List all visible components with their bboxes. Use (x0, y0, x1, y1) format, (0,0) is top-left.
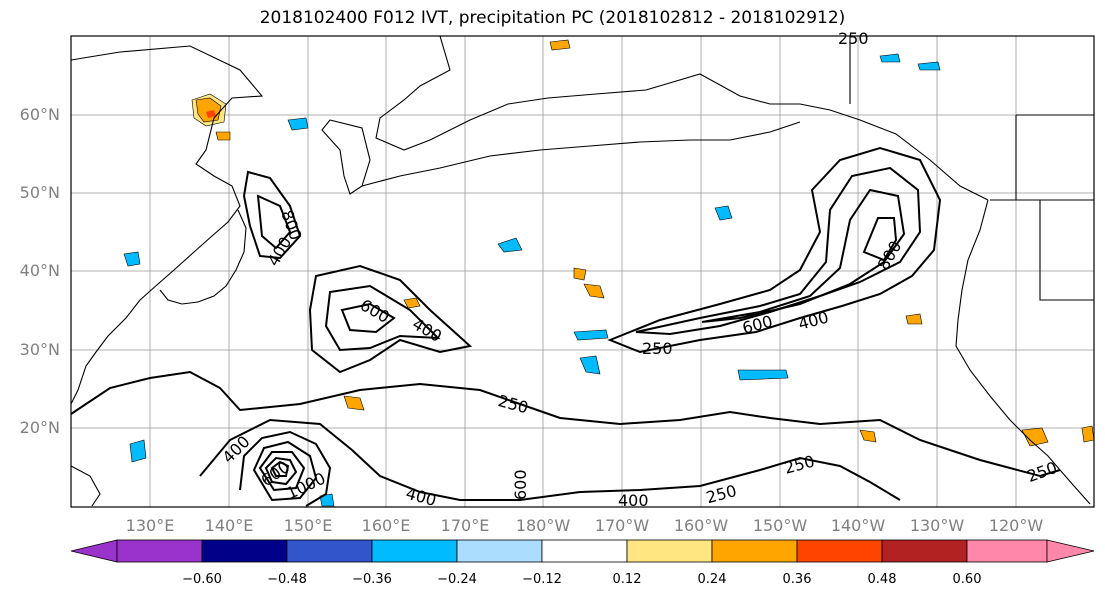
colorbar-bin (371, 539, 458, 563)
positive-precip-patch (549, 39, 571, 51)
contour-label: 600 (511, 469, 530, 500)
aleutian-chain (361, 121, 801, 187)
colorbar-tick-label: −0.60 (182, 572, 222, 587)
ivt-contours (71, 146, 1061, 507)
colorbar-bin (626, 539, 713, 563)
lon-label: 130°E (125, 516, 175, 535)
lon-label: 150°W (752, 516, 808, 535)
lon-label: 140°W (830, 516, 886, 535)
colorbar-bin (796, 539, 883, 563)
contour-250-ne-river (607, 146, 942, 354)
contour-400-jp (256, 194, 292, 250)
lon-label: 170°E (440, 516, 490, 535)
lon-label: 120°W (988, 516, 1044, 535)
negative-precip-patch (573, 329, 609, 341)
positive-precip-patch (859, 429, 877, 443)
gridlines (71, 36, 1094, 507)
colorbar-extend-min (70, 539, 118, 563)
negative-precip-patch (879, 53, 901, 63)
contour-600-ne-river (701, 188, 906, 323)
colorbar-bin (966, 539, 1048, 563)
lon-label: 170°W (594, 516, 650, 535)
colorbar-tick-label: −0.48 (267, 572, 307, 587)
positive-precip-patch (573, 267, 587, 281)
asia-coastline (71, 45, 264, 405)
negative-precip-patch (714, 205, 733, 221)
colorbar-extend-max (1046, 539, 1095, 563)
north-america-coastline (955, 199, 1091, 505)
precipitation-patches (123, 39, 1094, 507)
border-lines (849, 36, 1094, 301)
colorbar-bin (286, 539, 373, 563)
colorbar-tick-label: −0.24 (437, 572, 477, 587)
negative-precip-patch (287, 117, 309, 131)
negative-precip-patch (737, 369, 789, 381)
contour-800-ne-river (862, 217, 898, 262)
positive-precip-patch (583, 283, 605, 299)
lon-label: 130°W (909, 516, 965, 535)
lon-label: 140°E (204, 516, 254, 535)
japan-coastline (159, 209, 247, 305)
lat-label: 40°N (19, 261, 60, 280)
colorbar-tick-label: 0.12 (612, 572, 642, 587)
colorbar-tick-label: −0.36 (352, 572, 392, 587)
contour-250-south (71, 370, 1061, 478)
colorbar-bin (456, 539, 543, 563)
contour-400-central (324, 284, 441, 352)
map-frame (70, 35, 1095, 508)
colorbar-tick-label: −0.12 (522, 572, 562, 587)
lon-label: 150°E (283, 516, 333, 535)
contour-typhoon-1000 (264, 456, 298, 486)
lat-label: 50°N (19, 183, 60, 202)
contour-typhoon-600 (252, 440, 318, 502)
kamchatka-coastline (321, 119, 371, 195)
contour-250-central (308, 264, 473, 374)
map-title: 2018102400 F012 IVT, precipitation PC (2… (259, 8, 846, 28)
positive-precip-patch (343, 395, 365, 411)
negative-precip-patch (917, 61, 941, 71)
positive-precip-patch (905, 313, 923, 325)
alaska-coastline (375, 36, 989, 201)
colorbar-tick-label: 0.60 (952, 572, 982, 587)
coastlines (71, 36, 1094, 507)
lon-label: 160°E (361, 516, 411, 535)
negative-precip-patch (129, 439, 147, 463)
positive-precip-patch (215, 131, 231, 141)
colorbar-tick-label: 0.48 (867, 572, 897, 587)
philippines-coastline (71, 465, 101, 507)
contour-600-central (340, 302, 396, 334)
lon-label: 160°W (673, 516, 729, 535)
colorbar-tick-label: 0.24 (697, 572, 727, 587)
colorbar-bin (881, 539, 968, 563)
lat-label: 60°N (19, 105, 60, 124)
contour-label: 400 (618, 491, 649, 510)
contour-typhoon-outer (239, 430, 332, 507)
colorbar-bin (201, 539, 288, 563)
positive-precip-patch (1021, 427, 1049, 447)
colorbar (70, 539, 1095, 563)
negative-precip-patch (319, 493, 335, 507)
negative-precip-patch (123, 251, 141, 267)
contour-400-ne-river (635, 166, 922, 336)
contour-label: 250 (642, 339, 673, 358)
positive-precip-patch (206, 110, 216, 118)
colorbar-bin (711, 539, 798, 563)
contour-label: 250 (838, 29, 869, 48)
negative-precip-patch (497, 237, 523, 253)
colorbar-tick-label: 0.36 (782, 572, 812, 587)
contour-typhoon-800 (258, 451, 306, 492)
lat-label: 20°N (19, 418, 60, 437)
colorbar-bin (541, 539, 628, 563)
lon-label: 180°W (515, 516, 571, 535)
contour-typhoon-core (270, 460, 290, 477)
contour-250-jp (242, 170, 302, 260)
negative-precip-patch (579, 355, 601, 375)
positive-precip-patch (403, 297, 421, 309)
lat-label: 30°N (19, 340, 60, 359)
positive-precip-patch (1081, 425, 1094, 443)
contour-400-south (199, 418, 901, 501)
colorbar-bin (116, 539, 203, 563)
